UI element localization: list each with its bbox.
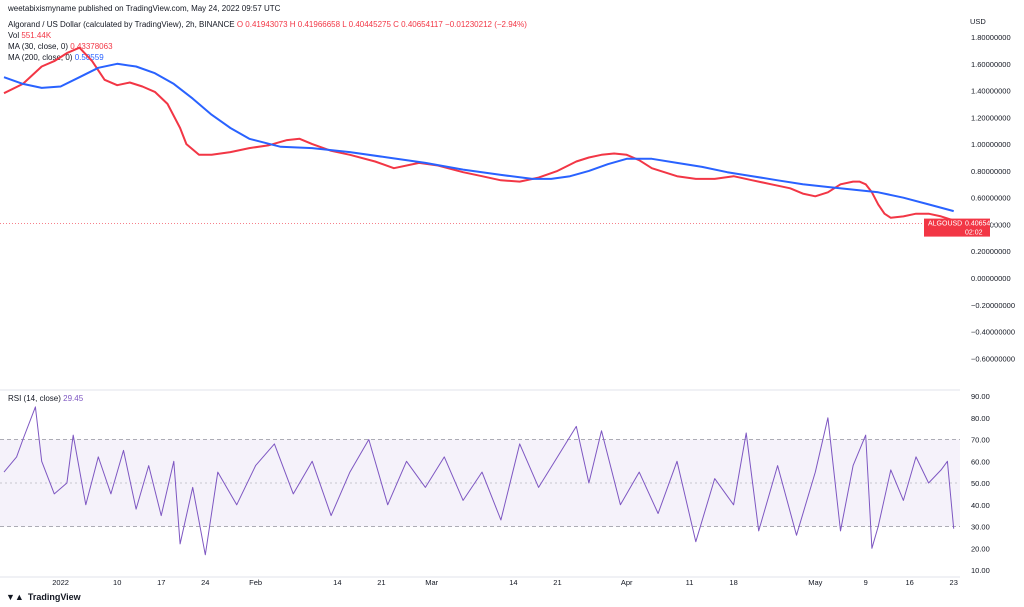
ma30-line (3, 46, 955, 222)
time-axis-tick: 14 (333, 578, 341, 587)
rsi-value: 29.45 (63, 394, 84, 403)
footer-brand[interactable]: ▼▲ TradingView (6, 592, 81, 602)
time-axis-tick: 10 (113, 578, 121, 587)
rsi-legend: RSI (14, close) 29.45 (8, 394, 83, 403)
ma200-label: MA (200, close, 0) (8, 53, 73, 62)
time-axis-tick: 2022 (52, 578, 69, 587)
price-axis-tick: −0.60000000 (971, 354, 1015, 363)
time-axis-tick: 18 (729, 578, 737, 587)
price-axis-tick: 0.40000000 (971, 220, 1011, 229)
last-price-tag: ALGOUSD 0.40654117 02:02 (924, 218, 1002, 237)
ohlc-values: O 0.41943073 H 0.41966658 L 0.40445275 C… (236, 20, 527, 29)
time-axis-tick: 24 (201, 578, 209, 587)
ma30-label: MA (30, close, 0) (8, 42, 69, 51)
rsi-axis-tick: 70.00 (971, 436, 990, 445)
time-axis-tick: 17 (157, 578, 165, 587)
volume-legend: Vol 551.44K (8, 31, 51, 40)
ma30-legend: MA (30, close, 0) 0.43378063 (8, 42, 113, 51)
time-axis-tick: 21 (553, 578, 561, 587)
time-axis-tick: 9 (864, 578, 868, 587)
brand-name: TradingView (27, 592, 81, 602)
symbol-legend: Algorand / US Dollar (calculated by Trad… (8, 20, 527, 29)
ma200-line (3, 62, 954, 213)
ma30-value: 0.43378063 (70, 42, 113, 51)
price-axis-tick: 1.60000000 (971, 60, 1011, 69)
price-axis-tick: 1.40000000 (971, 87, 1011, 96)
rsi-label: RSI (14, close) (8, 394, 61, 403)
time-axis-tick: 11 (686, 578, 694, 587)
rsi-axis-tick: 60.00 (971, 457, 990, 466)
price-chart[interactable]: 1.80000000 1.60000000 1.40000000 1.20000000… (0, 0, 1024, 590)
time-axis-tick: 23 (950, 578, 958, 587)
time-axis-tick: Feb (249, 578, 262, 587)
price-axis-tick: 1.00000000 (971, 140, 1011, 149)
time-axis-tick: 16 (906, 578, 914, 587)
publish-info: weetabixismyname published on TradingVie… (8, 4, 281, 13)
last-price-symbol: ALGOUSD (928, 221, 962, 228)
last-price-countdown: 02:02 (965, 230, 983, 237)
price-axis-tick: 1.80000000 (971, 33, 1011, 42)
rsi-axis-tick: 40.00 (971, 501, 990, 510)
last-price-tag-bg (924, 218, 990, 237)
time-axis-tick: Apr (621, 578, 633, 587)
rsi-axis-tick: 90.00 (971, 392, 990, 401)
price-axis-tick: 1.20000000 (971, 113, 1011, 122)
axes: 1.80000000 1.60000000 1.40000000 1.20000000… (0, 33, 1015, 587)
symbol-title: Algorand / US Dollar (calculated by Trad… (8, 20, 235, 29)
time-axis-tick: Mar (425, 578, 438, 587)
price-pane[interactable] (0, 46, 960, 224)
volume-value: 551.44K (21, 31, 52, 40)
volume-label: Vol (8, 31, 20, 40)
rsi-axis-tick: 80.00 (971, 414, 990, 423)
rsi-axis-tick: 50.00 (971, 479, 990, 488)
time-axis-tick: 14 (509, 578, 517, 587)
price-axis-tick: −0.40000000 (971, 328, 1015, 337)
price-axis-tick: −0.20000000 (971, 301, 1015, 310)
tv-logo-icon: ▼▲ (6, 592, 24, 602)
price-axis-tick: 0.80000000 (971, 167, 1011, 176)
price-axis-tick: 0.00000000 (971, 274, 1011, 283)
rsi-axis-tick: 30.00 (971, 523, 990, 532)
rsi-axis-tick: 20.00 (971, 544, 990, 553)
currency-label: USD (970, 17, 986, 26)
time-axis-tick: 21 (377, 578, 385, 587)
price-axis-tick: 0.60000000 (971, 194, 1011, 203)
last-price-value: 0.40654117 (965, 221, 1002, 228)
rsi-line (3, 406, 955, 556)
time-axis-tick: May (808, 578, 822, 587)
rsi-axis-tick: 10.00 (971, 566, 990, 575)
rsi-pane[interactable] (0, 406, 960, 556)
price-axis-tick: 0.20000000 (971, 247, 1011, 256)
